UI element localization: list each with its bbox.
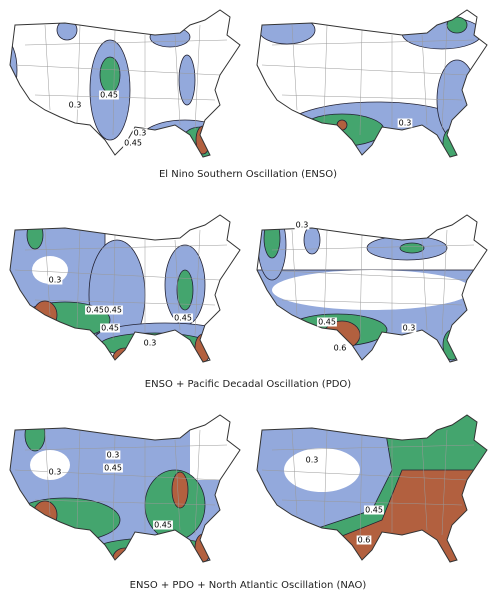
label-box — [105, 450, 121, 460]
map-panel: 0.30.450.30.45 — [9, 9, 241, 158]
contour-label: 0.45 — [86, 306, 104, 315]
contour-label: 0.45 — [365, 506, 383, 515]
label-box — [153, 520, 173, 530]
contour-label: 0.3 — [296, 221, 309, 230]
label-box — [85, 305, 105, 315]
label-box — [173, 313, 193, 323]
contour-label: 0.45 — [101, 324, 119, 333]
label-box — [294, 220, 310, 230]
caption: ENSO + Pacific Decadal Oscillation (PDO) — [145, 379, 352, 390]
map-panel: 0.3 — [256, 9, 488, 158]
contour-label: 0.45 — [154, 521, 172, 530]
contour-label: 0.6 — [358, 536, 371, 545]
map-panel: 0.30.45 0.450.450.30.45 — [9, 214, 241, 363]
label-box — [47, 467, 63, 477]
caption: El Nino Southern Oscillation (ENSO) — [159, 169, 337, 180]
label-box — [123, 138, 143, 148]
label-box — [401, 323, 417, 333]
contour-label: 0.3 — [69, 101, 82, 110]
contour-label: 0.3 — [49, 468, 62, 477]
label-box — [356, 535, 372, 545]
contour-label: 0.3 — [306, 456, 319, 465]
label-box — [304, 455, 320, 465]
contour-label: 0.3 — [49, 276, 62, 285]
map-panel: 0.3 0.45 0.3 0.45 — [9, 414, 241, 563]
contour-label: 0.45 — [100, 91, 118, 100]
label-box — [132, 128, 148, 138]
map-panel: 0.3 0.45 0.6 0.3 — [256, 214, 488, 363]
label-box — [103, 305, 123, 315]
label-box — [317, 317, 337, 327]
label-box — [332, 343, 348, 353]
label-box — [47, 275, 63, 285]
label-box — [100, 323, 120, 333]
contour-label: 0.3 — [144, 339, 157, 348]
contour-label: 0.3 — [399, 119, 412, 128]
contour-label: 0.3 — [134, 129, 147, 138]
label-box — [142, 338, 158, 348]
label-box — [364, 505, 384, 515]
contour-label: 0.45 — [104, 464, 122, 473]
contour-label: 0.45 — [174, 314, 192, 323]
contour-label: 0.3 — [403, 324, 416, 333]
contour-label: 0.45 — [104, 306, 122, 315]
contour-label: 0.6 — [334, 344, 347, 353]
label-box — [397, 118, 413, 128]
contour-label: 0.3 — [107, 451, 120, 460]
label-box — [99, 90, 119, 100]
label-box — [67, 100, 83, 110]
caption: ENSO + PDO + North Atlantic Oscillation … — [130, 580, 367, 591]
label-box — [103, 463, 123, 473]
contour-label: 0.45 — [318, 318, 336, 327]
map-panel: 0.3 0.45 0.6 — [256, 414, 488, 563]
contour-label: 0.45 — [124, 139, 142, 148]
